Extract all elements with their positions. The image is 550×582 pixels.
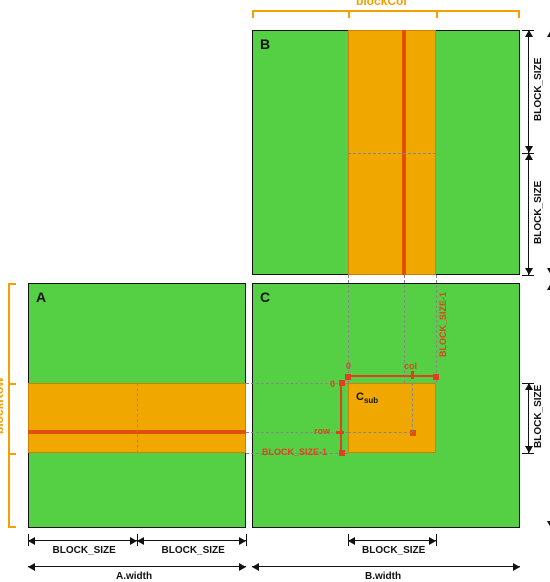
blockCol-tick2 [436, 10, 438, 18]
A-bs2: BLOCK_SIZE [137, 540, 246, 541]
blockRow-tick1 [8, 383, 16, 385]
diagram-root: ABCblockColblockRowBLOCK_SIZEBLOCK_SIZEA… [0, 0, 550, 558]
guide-A-row [246, 432, 348, 433]
B-bs1: BLOCK_SIZE [528, 30, 529, 153]
blockCol-label: blockCol [356, 0, 407, 8]
B-width: B.width [252, 566, 520, 567]
blockRow-tick2 [8, 453, 16, 455]
csub-label: BLOCK_SIZE-1 [262, 447, 327, 457]
C-cell-dot [410, 430, 416, 436]
csub-label: col [404, 361, 417, 371]
blockRow-bracket [8, 283, 10, 528]
C-vtick-b [522, 453, 534, 454]
csub-title: Csub [356, 391, 378, 405]
csub-left-axis [340, 383, 342, 453]
csub-col-guide [412, 383, 413, 432]
panel-A-label: A [36, 289, 46, 305]
csub-label: row [314, 426, 330, 436]
blockCol-bracket [252, 10, 520, 12]
blockCol-bracket-l [252, 10, 254, 18]
csub-bs1-col: BLOCK_SIZE-1 [438, 289, 448, 359]
A-tick-r [246, 534, 247, 546]
panel-B-label: B [260, 36, 270, 52]
csub-col-tick [411, 371, 414, 379]
C-bs: BLOCK_SIZE [348, 540, 436, 541]
B-bs2: BLOCK_SIZE [528, 153, 529, 276]
B-tick-b [522, 275, 534, 276]
blockRow-bracket-b [8, 526, 16, 528]
csub-label: 0 [346, 361, 351, 371]
B-row-divider [348, 153, 436, 154]
csub-top-axis [348, 375, 436, 377]
C-bs-v: BLOCK_SIZE [528, 383, 529, 453]
guide-B-right [436, 275, 437, 383]
C-tick-r [436, 534, 437, 546]
blockCol-tick1 [348, 10, 350, 18]
panel-C-label: C [260, 289, 270, 305]
csub-row-tick [336, 431, 344, 434]
blockRow-label: blockRow [0, 376, 6, 436]
A-width: A.width [28, 566, 246, 567]
csub-row-guide [348, 432, 412, 433]
A-bs1: BLOCK_SIZE [28, 540, 137, 541]
blockRow-bracket-t [8, 283, 16, 285]
A-col-divider [137, 383, 138, 453]
csub-label: 0 [330, 379, 335, 389]
blockCol-bracket-r [518, 10, 520, 18]
